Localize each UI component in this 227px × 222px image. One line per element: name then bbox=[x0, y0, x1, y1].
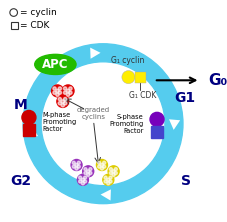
Circle shape bbox=[79, 180, 82, 183]
Circle shape bbox=[58, 97, 62, 101]
Circle shape bbox=[114, 171, 117, 174]
Circle shape bbox=[84, 176, 87, 179]
Polygon shape bbox=[101, 189, 111, 200]
Text: S: S bbox=[181, 174, 191, 188]
Circle shape bbox=[58, 91, 62, 94]
Circle shape bbox=[10, 9, 17, 16]
Circle shape bbox=[108, 166, 119, 177]
Ellipse shape bbox=[35, 54, 76, 74]
Circle shape bbox=[96, 159, 107, 170]
Polygon shape bbox=[90, 48, 101, 59]
Circle shape bbox=[64, 87, 67, 90]
Circle shape bbox=[67, 93, 70, 96]
Circle shape bbox=[69, 91, 72, 94]
Circle shape bbox=[22, 111, 36, 125]
Circle shape bbox=[84, 180, 87, 183]
Circle shape bbox=[122, 71, 135, 84]
Text: G2: G2 bbox=[10, 174, 31, 188]
Circle shape bbox=[57, 95, 69, 107]
Text: M-phase
Promoting
Factor: M-phase Promoting Factor bbox=[43, 112, 77, 132]
Polygon shape bbox=[169, 119, 180, 130]
Circle shape bbox=[72, 165, 75, 168]
Circle shape bbox=[109, 171, 112, 174]
Text: degraded
cyclins: degraded cyclins bbox=[77, 107, 110, 120]
Circle shape bbox=[71, 159, 82, 170]
Circle shape bbox=[98, 161, 101, 164]
Circle shape bbox=[56, 89, 59, 93]
Circle shape bbox=[56, 93, 59, 96]
Polygon shape bbox=[27, 126, 38, 137]
Circle shape bbox=[67, 89, 70, 93]
Circle shape bbox=[103, 161, 106, 164]
Circle shape bbox=[61, 104, 64, 107]
Text: G₁ cyclin: G₁ cyclin bbox=[111, 56, 144, 65]
Circle shape bbox=[62, 85, 74, 97]
Circle shape bbox=[112, 173, 115, 176]
Circle shape bbox=[109, 180, 112, 183]
Circle shape bbox=[81, 182, 84, 185]
Circle shape bbox=[89, 171, 92, 174]
Text: S-phase
Promoting
Factor: S-phase Promoting Factor bbox=[109, 114, 143, 134]
Circle shape bbox=[77, 174, 88, 185]
Text: G₀: G₀ bbox=[208, 73, 227, 88]
Circle shape bbox=[77, 161, 80, 164]
Circle shape bbox=[84, 171, 87, 174]
Text: APC: APC bbox=[42, 58, 69, 71]
Circle shape bbox=[58, 102, 62, 105]
Circle shape bbox=[77, 165, 80, 168]
Circle shape bbox=[98, 165, 101, 168]
Circle shape bbox=[109, 168, 112, 171]
Circle shape bbox=[72, 161, 75, 164]
Circle shape bbox=[53, 87, 56, 90]
Circle shape bbox=[52, 85, 63, 97]
FancyBboxPatch shape bbox=[23, 125, 35, 136]
Circle shape bbox=[87, 173, 90, 176]
Circle shape bbox=[103, 174, 114, 185]
Circle shape bbox=[81, 178, 84, 181]
Circle shape bbox=[61, 100, 64, 103]
Circle shape bbox=[89, 168, 92, 171]
Circle shape bbox=[84, 168, 87, 171]
Circle shape bbox=[103, 165, 106, 168]
Circle shape bbox=[87, 170, 90, 173]
Circle shape bbox=[107, 178, 110, 181]
Circle shape bbox=[100, 167, 104, 170]
Circle shape bbox=[109, 176, 112, 179]
Circle shape bbox=[79, 176, 82, 179]
Text: G₁ CDK: G₁ CDK bbox=[128, 91, 156, 100]
Circle shape bbox=[53, 91, 56, 94]
Circle shape bbox=[104, 180, 107, 183]
Circle shape bbox=[107, 182, 110, 185]
Circle shape bbox=[75, 163, 78, 166]
Circle shape bbox=[150, 112, 164, 126]
Circle shape bbox=[114, 168, 117, 171]
Text: G1: G1 bbox=[174, 91, 195, 105]
Circle shape bbox=[58, 87, 62, 90]
Circle shape bbox=[104, 176, 107, 179]
Text: = CDK: = CDK bbox=[20, 21, 49, 30]
FancyBboxPatch shape bbox=[151, 126, 163, 138]
Circle shape bbox=[83, 166, 94, 177]
Text: M: M bbox=[14, 98, 27, 112]
Circle shape bbox=[69, 87, 72, 90]
FancyBboxPatch shape bbox=[135, 72, 146, 83]
Circle shape bbox=[64, 97, 67, 101]
Text: = cyclin: = cyclin bbox=[20, 8, 57, 17]
FancyBboxPatch shape bbox=[11, 22, 18, 29]
Circle shape bbox=[112, 170, 115, 173]
Circle shape bbox=[75, 167, 78, 170]
Circle shape bbox=[100, 163, 104, 166]
Circle shape bbox=[64, 102, 67, 105]
Circle shape bbox=[64, 91, 67, 94]
